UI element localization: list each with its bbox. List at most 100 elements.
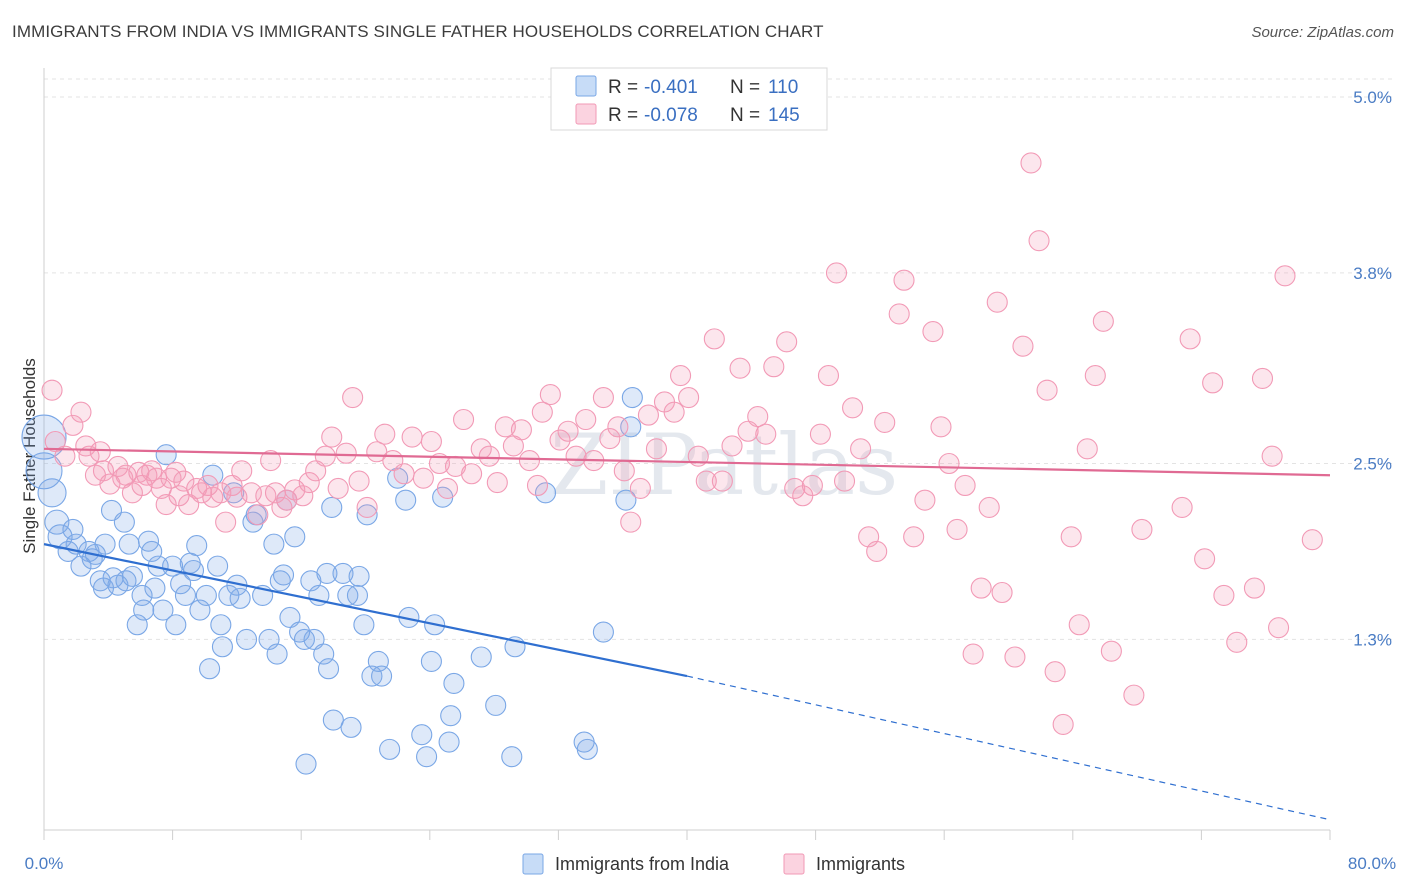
- data-point: [1036, 379, 1058, 401]
- data-point: [737, 420, 759, 442]
- data-point: [1092, 310, 1114, 332]
- y-tick-label: 2.5%: [1353, 454, 1392, 473]
- data-point: [776, 331, 798, 353]
- data-point: [1076, 438, 1098, 460]
- data-point: [279, 606, 301, 628]
- data-point: [1171, 496, 1193, 519]
- data-point: [152, 599, 174, 621]
- data-point: [155, 493, 177, 516]
- data-point: [1301, 529, 1323, 551]
- data-point: [229, 587, 251, 609]
- data-point: [210, 482, 232, 504]
- data-point: [89, 441, 111, 463]
- data-point: [485, 694, 507, 716]
- data-point: [342, 386, 364, 409]
- data-point: [438, 731, 460, 753]
- data-point: [335, 442, 357, 464]
- data-point: [207, 555, 229, 577]
- data-point: [930, 416, 952, 438]
- data-point: [486, 471, 508, 494]
- data-point: [842, 397, 864, 419]
- data-point: [99, 473, 121, 495]
- data-point: [1012, 335, 1034, 357]
- data-point: [145, 467, 168, 489]
- trend-lines: [43, 447, 1331, 821]
- data-point: [470, 646, 492, 668]
- data-point: [221, 474, 243, 497]
- data-point: [54, 445, 76, 467]
- data-point: [670, 364, 692, 387]
- data-point: [231, 460, 253, 482]
- data-point: [620, 416, 642, 438]
- data-point: [113, 511, 135, 533]
- data-point: [197, 474, 219, 497]
- data-point: [1100, 640, 1122, 662]
- y-tick-label: 3.8%: [1353, 264, 1392, 283]
- series-india-points: [21, 386, 643, 775]
- y-axis-label: Single Father Households: [20, 358, 39, 554]
- data-point: [182, 559, 205, 582]
- data-point: [888, 303, 910, 325]
- data-point: [107, 455, 129, 477]
- data-point: [25, 452, 63, 490]
- data-point: [526, 474, 549, 497]
- data-point: [303, 628, 325, 650]
- data-point: [412, 467, 434, 489]
- legend-n-label-india: N =: [730, 77, 760, 98]
- data-point: [263, 533, 285, 555]
- data-point: [763, 356, 785, 378]
- data-point: [607, 416, 629, 438]
- data-point: [629, 477, 651, 499]
- bottom-legend-swatch-india: [522, 853, 544, 875]
- data-point: [721, 435, 743, 457]
- legend-r-label-immigrants: R =: [608, 105, 638, 126]
- data-point: [1131, 518, 1153, 541]
- data-point: [663, 401, 685, 423]
- data-point: [1251, 367, 1274, 390]
- bottom-legend-label-immigrants: Immigrants: [816, 854, 905, 874]
- data-point: [954, 474, 976, 497]
- data-point: [133, 599, 155, 621]
- data-point: [1123, 684, 1145, 706]
- data-point: [599, 428, 621, 450]
- data-point: [1179, 328, 1201, 350]
- data-point: [186, 535, 208, 557]
- data-point: [576, 738, 598, 760]
- data-point: [461, 463, 483, 485]
- data-point: [314, 445, 336, 467]
- data-point: [284, 526, 306, 548]
- data-point: [592, 386, 614, 409]
- data-point: [494, 416, 516, 438]
- data-point: [155, 444, 177, 466]
- data-point: [531, 401, 553, 423]
- data-point: [1268, 617, 1290, 639]
- trend-line-immigrants: [43, 447, 1331, 477]
- data-point: [903, 526, 925, 548]
- data-point: [1068, 614, 1090, 636]
- data-point: [144, 577, 166, 599]
- legend-r-label-india: R =: [608, 77, 638, 98]
- x-tick-label-max: 80.0%: [1348, 854, 1396, 873]
- data-point: [747, 406, 769, 428]
- data-point: [478, 445, 500, 467]
- data-point: [37, 478, 67, 508]
- bottom-legend-swatch-immigrants: [783, 853, 805, 875]
- data-point: [1261, 445, 1283, 467]
- data-point: [346, 584, 369, 606]
- data-point: [1202, 372, 1224, 394]
- data-point: [371, 665, 393, 687]
- source-label: Source: ZipAtlas.com: [1251, 24, 1394, 41]
- gridlines: [44, 78, 1392, 640]
- data-point: [165, 614, 187, 636]
- data-point: [1004, 646, 1026, 668]
- data-point: [215, 511, 237, 533]
- data-point: [379, 738, 401, 760]
- data-point: [922, 320, 944, 343]
- data-point: [695, 470, 717, 492]
- legend-n-value-immigrants: 145: [768, 105, 800, 126]
- data-point: [305, 460, 327, 482]
- data-point: [549, 429, 571, 451]
- data-point: [327, 477, 349, 499]
- data-point: [938, 452, 960, 475]
- data-point: [121, 565, 143, 587]
